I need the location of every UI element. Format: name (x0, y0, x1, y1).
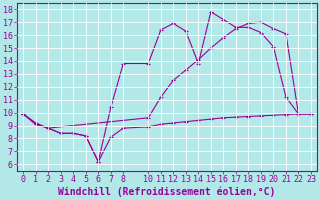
X-axis label: Windchill (Refroidissement éolien,°C): Windchill (Refroidissement éolien,°C) (58, 187, 276, 197)
